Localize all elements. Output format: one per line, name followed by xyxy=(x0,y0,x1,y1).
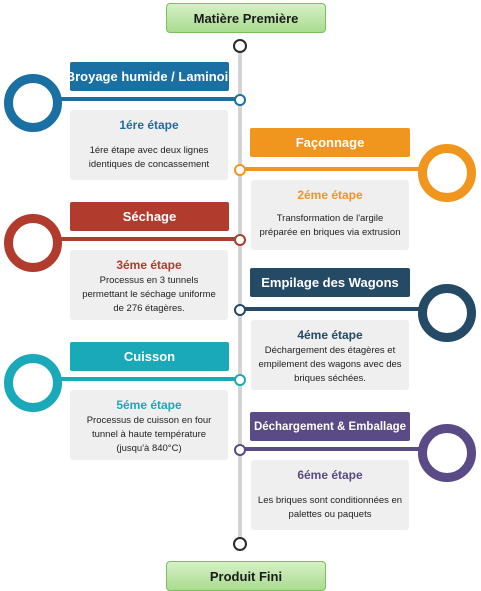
stage-3-description: Processus en 3 tunnels permettant le séc… xyxy=(82,275,216,314)
stage-2-connector xyxy=(244,167,422,171)
stage-1-connector xyxy=(60,97,236,101)
stage-3-step: 3éme étape xyxy=(116,258,182,272)
stage-1-title: Broyage humide / Laminoir xyxy=(66,62,233,91)
stage-5-description: Processus de cuisson en four tunnel à ha… xyxy=(86,415,212,454)
stage-2-title: Façonnage xyxy=(250,128,410,157)
stage-3-title-text: Séchage xyxy=(122,209,177,224)
stage-6-connector xyxy=(244,447,422,451)
stage-2-title-text: Façonnage xyxy=(295,135,365,150)
stage-5-node xyxy=(234,374,246,386)
stage-5-card: 5éme étape Processus de cuisson en four … xyxy=(70,390,228,460)
stage-1-title-text: Broyage humide / Laminoir xyxy=(65,69,234,84)
stage-3-node xyxy=(234,234,246,246)
stage-2-step: 2éme étape xyxy=(297,188,363,202)
stage-5-step: 5éme étape xyxy=(116,398,182,412)
stage-5-ring xyxy=(4,354,62,412)
stage-2-node xyxy=(234,164,246,176)
stage-4-card: 4éme étape Déchargement des étagères et … xyxy=(251,320,409,390)
stage-6-node xyxy=(234,444,246,456)
stage-1-node xyxy=(234,94,246,106)
stage-1-card: 1ére étape 1ére étape avec deux lignes i… xyxy=(70,110,228,180)
stage-6-card: 6éme étape Les briques sont conditionnée… xyxy=(251,460,409,530)
stage-2-ring xyxy=(418,144,476,202)
stage-4-title-text: Empilage des Wagons xyxy=(261,275,399,290)
stage-4-description: Déchargement des étagères et empilement … xyxy=(258,345,402,384)
timeline-end-node xyxy=(233,537,247,551)
end-label: Produit Fini xyxy=(209,568,283,584)
end-terminal: Produit Fini xyxy=(166,561,326,591)
stage-6-ring xyxy=(418,424,476,482)
stage-4-node xyxy=(234,304,246,316)
stage-4-connector xyxy=(244,307,422,311)
stage-6-step: 6éme étape xyxy=(297,468,363,482)
stage-5-title-text: Cuisson xyxy=(123,349,176,364)
stage-1-ring xyxy=(4,74,62,132)
stage-4-title: Empilage des Wagons xyxy=(250,268,410,297)
timeline-start-node xyxy=(233,39,247,53)
stage-3-connector xyxy=(60,237,236,241)
stage-6-title: Déchargement & Emballage xyxy=(250,412,410,441)
stage-5-title: Cuisson xyxy=(70,342,229,371)
stage-5-connector xyxy=(60,377,236,381)
stage-3-ring xyxy=(4,214,62,272)
stage-2-description: Transformation de l'argile préparée en b… xyxy=(259,213,401,238)
stage-4-ring xyxy=(418,284,476,342)
stage-3-title: Séchage xyxy=(70,202,229,231)
stage-2-card: 2éme étape Transformation de l'argile pr… xyxy=(251,180,409,250)
start-label: Matière Première xyxy=(193,10,299,26)
stage-6-description: Les briques sont conditionnées en palett… xyxy=(257,495,403,520)
stage-4-step: 4éme étape xyxy=(297,328,363,342)
stage-6-title-text: Déchargement & Emballage xyxy=(253,420,407,433)
stage-1-description: 1ére étape avec deux lignes identiques d… xyxy=(88,145,210,170)
stage-3-card: 3éme étape Processus en 3 tunnels permet… xyxy=(70,250,228,320)
start-terminal: Matière Première xyxy=(166,3,326,33)
timeline-spine xyxy=(238,46,242,544)
stage-1-step: 1ére étape xyxy=(119,118,179,132)
